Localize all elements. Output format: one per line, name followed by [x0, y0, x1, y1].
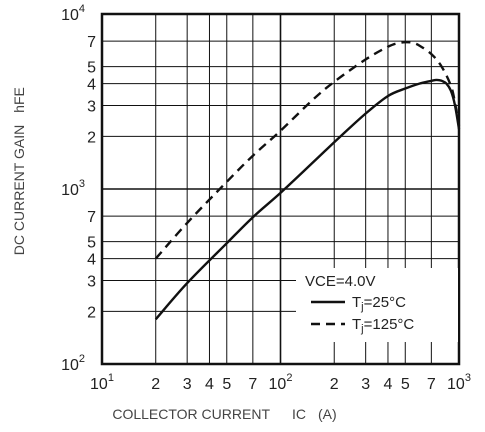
x-axis-symbol: IC [292, 406, 306, 422]
y-tick-label: 2 [87, 304, 96, 321]
x-tick-label: 5 [401, 376, 410, 393]
x-tick-label: 3 [361, 376, 370, 393]
y-axis-symbol: hFE [11, 87, 27, 113]
legend-label: Tj=25°C [352, 294, 406, 313]
y-tick-label: 5 [87, 235, 96, 252]
x-tick-label: 7 [427, 376, 436, 393]
x-tick-label: 103 [447, 372, 471, 393]
x-tick-labels: 101 2 3 4 5 7 102 2 3 4 5 7 103 [90, 372, 471, 393]
y-tick-label: 5 [87, 60, 96, 77]
y-tick-label: 4 [87, 252, 96, 269]
y-tick-label: 2 [87, 129, 96, 146]
x-tick-label: 101 [90, 372, 114, 393]
y-tick-label: 4 [87, 77, 96, 94]
y-tick-label: 3 [87, 274, 96, 291]
legend-entries: Tj=25°C Tj=125°C [311, 294, 414, 335]
legend-title: VCE=4.0V [305, 273, 375, 290]
x-axis-unit: (A) [318, 406, 337, 422]
x-tick-label: 2 [151, 376, 160, 393]
legend-label: Tj=125°C [352, 316, 414, 335]
x-tick-label: 4 [384, 376, 393, 393]
x-tick-label: 102 [269, 372, 293, 393]
y-tick-label: 7 [87, 34, 96, 51]
y-axis-label: DC CURRENT GAIN [11, 125, 27, 255]
legend-box [296, 268, 458, 342]
x-tick-label: 3 [183, 376, 192, 393]
plot-frame [100, 12, 461, 366]
y-tick-label: 3 [87, 99, 96, 116]
y-tick-label: 104 [61, 3, 85, 24]
x-tick-label: 7 [248, 376, 257, 393]
x-tick-label: 4 [205, 376, 214, 393]
y-tick-label: 103 [61, 178, 85, 199]
x-axis-label: COLLECTOR CURRENT [112, 406, 270, 422]
series-125c-line [154, 40, 461, 260]
y-tick-label: 102 [61, 353, 85, 374]
y-tick-label: 7 [87, 209, 96, 226]
x-tick-label: 5 [222, 376, 231, 393]
series-25c-line [154, 78, 461, 321]
x-tick-label: 2 [330, 376, 339, 393]
